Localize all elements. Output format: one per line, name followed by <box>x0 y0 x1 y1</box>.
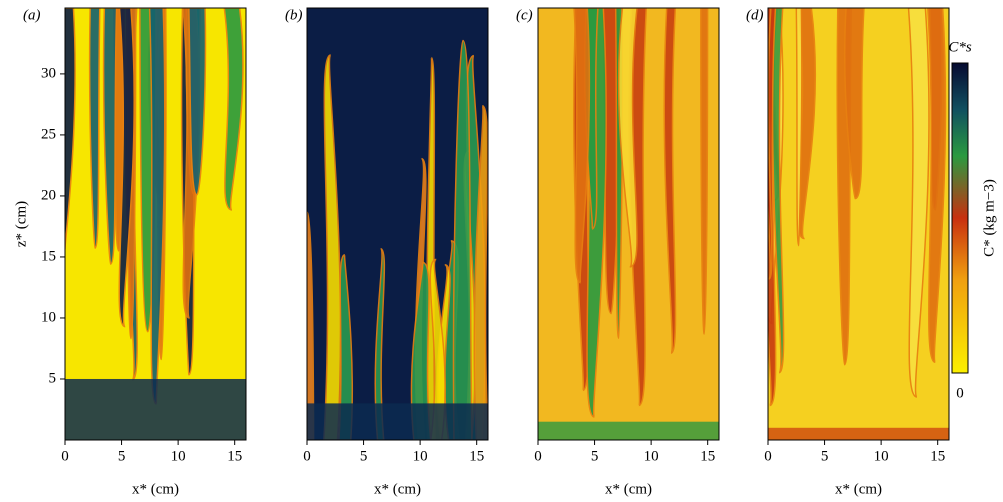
x-tick-label: 10 <box>874 448 889 464</box>
y-tick-label: 20 <box>41 187 56 203</box>
plume <box>374 247 386 440</box>
x-tick-label: 15 <box>930 448 945 464</box>
plume <box>795 8 803 247</box>
field-panel <box>307 8 488 440</box>
plume <box>223 8 244 211</box>
plume <box>617 8 638 268</box>
x-tick-label: 15 <box>700 448 715 464</box>
colorbar <box>951 62 969 374</box>
x-tick-label: 0 <box>764 448 772 464</box>
panel-label: (b) <box>285 7 303 23</box>
x-tick-label: 0 <box>61 448 69 464</box>
y-axis-label: z* (cm) <box>13 201 29 247</box>
plume <box>927 8 947 364</box>
colorbar-bottom-label: 0 <box>956 385 964 401</box>
panel-label: (c) <box>516 7 533 23</box>
x-tick-label: 5 <box>591 448 599 464</box>
x-tick-label: 5 <box>360 448 368 464</box>
x-tick-label: 0 <box>303 448 311 464</box>
plume <box>410 261 432 440</box>
plume <box>429 258 446 440</box>
x-axis-label: x* (cm) <box>132 481 179 497</box>
colorbar-label: C* (kg m−3) <box>981 179 997 257</box>
panel-frame <box>64 7 247 441</box>
y-tick-label: 5 <box>49 370 57 386</box>
panel-frame <box>767 7 950 441</box>
plume <box>700 8 709 335</box>
panel-label: (a) <box>23 7 41 23</box>
y-tick-label: 25 <box>41 126 56 142</box>
plume <box>118 8 135 328</box>
panel-frame <box>537 7 720 441</box>
y-tick-label: 15 <box>41 248 56 264</box>
plume <box>771 8 785 374</box>
panel-label: (d) <box>746 7 764 23</box>
plume <box>844 8 865 200</box>
x-tick-label: 5 <box>821 448 829 464</box>
x-axis-label: x* (cm) <box>374 481 421 497</box>
field-panel <box>538 8 719 440</box>
x-tick-label: 0 <box>534 448 542 464</box>
panel-frame <box>306 7 489 441</box>
plume <box>88 8 101 249</box>
y-tick-label: 10 <box>41 309 56 325</box>
plume <box>473 105 488 440</box>
plume <box>663 8 677 354</box>
colorbar-top-label: C*s <box>948 39 972 55</box>
plume <box>188 8 207 196</box>
x-tick-label: 10 <box>171 448 186 464</box>
x-tick-label: 10 <box>413 448 428 464</box>
plume <box>102 8 118 265</box>
y-tick-label: 30 <box>41 65 56 81</box>
x-tick-label: 15 <box>469 448 484 464</box>
bottom-layer <box>538 421 719 440</box>
x-tick-label: 5 <box>118 448 126 464</box>
x-axis-label: x* (cm) <box>605 481 652 497</box>
field-panel <box>768 8 949 440</box>
bottom-layer <box>65 378 246 440</box>
bottom-layer <box>768 427 949 440</box>
plume <box>452 39 473 440</box>
plume <box>573 8 591 284</box>
plume <box>907 8 930 398</box>
field-panel <box>65 8 246 440</box>
x-axis-label: x* (cm) <box>835 481 882 497</box>
x-tick-label: 15 <box>227 448 242 464</box>
x-tick-label: 10 <box>644 448 659 464</box>
bottom-layer <box>307 403 488 440</box>
